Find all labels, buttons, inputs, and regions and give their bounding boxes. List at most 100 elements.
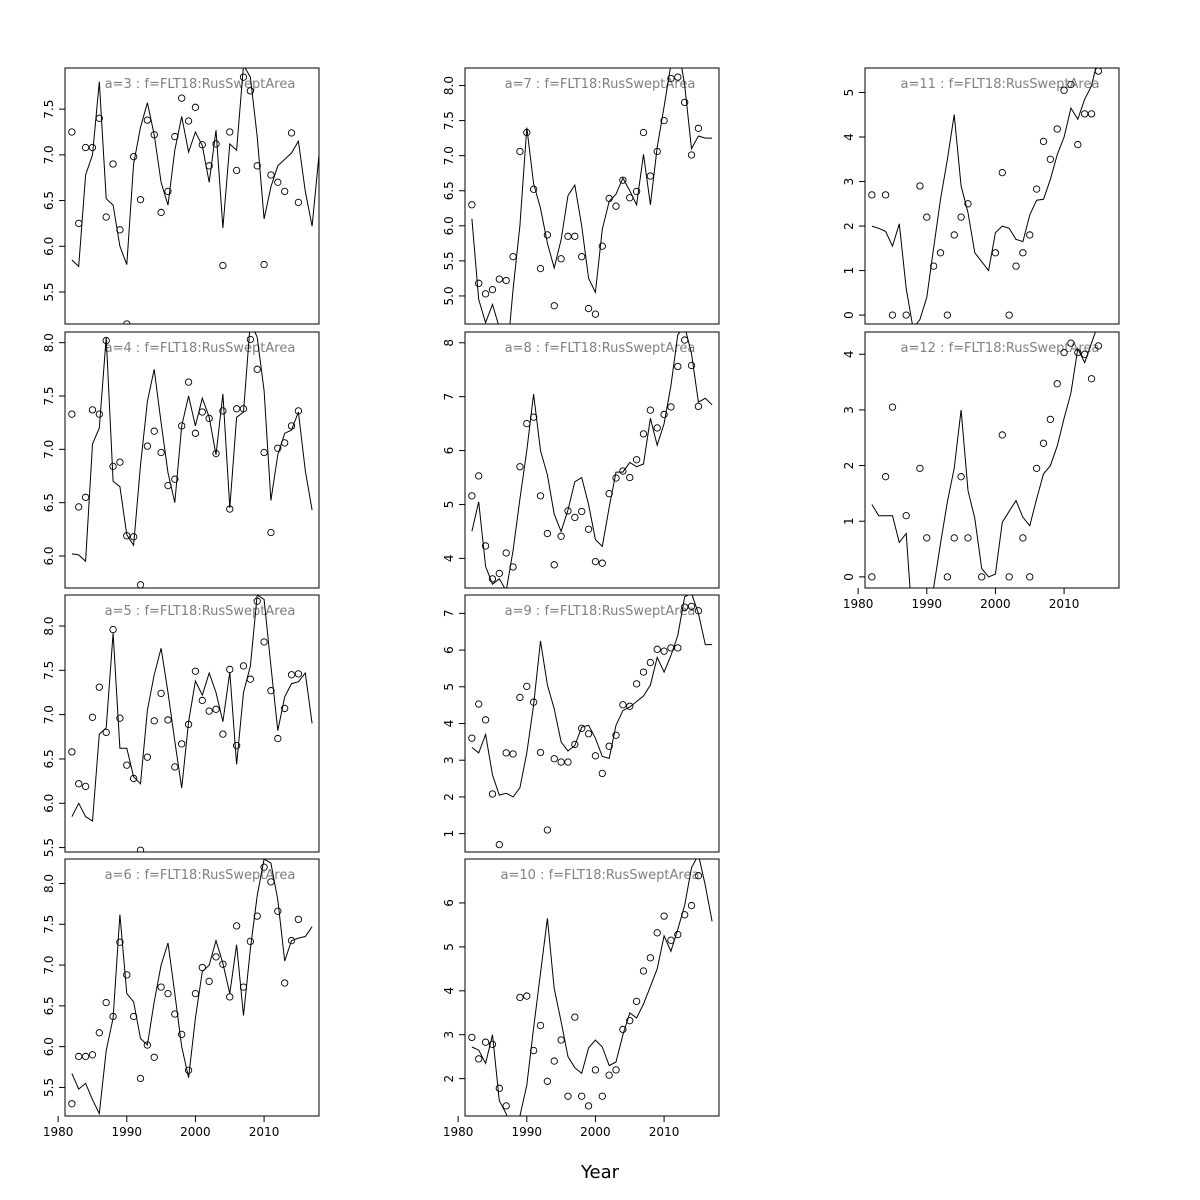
observation-point bbox=[495, 569, 503, 578]
observation-point bbox=[591, 310, 600, 318]
observation-point bbox=[502, 276, 510, 285]
fitted-line bbox=[71, 595, 313, 822]
observation-point bbox=[68, 128, 76, 136]
observation-point bbox=[571, 1013, 579, 1021]
observation-point bbox=[923, 213, 931, 221]
observation-point bbox=[612, 1066, 620, 1074]
y-tick-label: 6 bbox=[442, 899, 456, 907]
observation-point bbox=[239, 983, 248, 991]
observation-point bbox=[1026, 231, 1034, 239]
x-tick-label: 2000 bbox=[980, 597, 1011, 611]
observation-point bbox=[1046, 415, 1055, 424]
y-tick-label: 7.0 bbox=[42, 440, 56, 459]
observation-point bbox=[287, 936, 296, 945]
observation-point bbox=[1019, 249, 1027, 257]
observation-point bbox=[646, 658, 655, 667]
observation-point bbox=[964, 534, 972, 542]
panel-frame bbox=[464, 67, 720, 325]
observation-point bbox=[943, 311, 952, 319]
panel-frame bbox=[464, 594, 720, 853]
observation-point bbox=[674, 644, 682, 652]
observation-point bbox=[632, 187, 641, 196]
observation-point bbox=[129, 1012, 138, 1021]
observation-point bbox=[639, 967, 648, 975]
y-tick-label: 4 bbox=[442, 987, 456, 995]
observation-point bbox=[902, 311, 910, 319]
x-tick-label: 2010 bbox=[649, 1125, 680, 1139]
observation-point bbox=[523, 128, 531, 137]
observation-point bbox=[232, 742, 241, 750]
y-tick-label: 7.5 bbox=[42, 386, 56, 405]
x-tick-label: 1990 bbox=[912, 597, 943, 611]
observation-point bbox=[191, 103, 200, 111]
observation-point bbox=[660, 912, 668, 920]
x-tick-label: 1980 bbox=[843, 597, 874, 611]
observation-point bbox=[612, 474, 620, 482]
observation-point bbox=[557, 758, 565, 766]
observation-point bbox=[1039, 439, 1048, 447]
observation-point bbox=[109, 462, 117, 471]
observation-point bbox=[1074, 140, 1082, 149]
observation-point bbox=[543, 1077, 552, 1085]
y-tick-label: 1 bbox=[842, 267, 856, 275]
y-tick-label: 5.5 bbox=[42, 1078, 56, 1097]
y-tick-label: 5 bbox=[442, 943, 456, 951]
observation-point bbox=[950, 231, 958, 239]
observation-point bbox=[653, 147, 661, 156]
observation-point bbox=[1012, 262, 1020, 270]
observation-point bbox=[68, 748, 76, 756]
observation-point bbox=[123, 761, 131, 769]
observation-point bbox=[488, 1040, 497, 1049]
observation-point bbox=[143, 753, 152, 761]
y-tick-label: 5.0 bbox=[442, 286, 456, 305]
observation-point bbox=[584, 730, 593, 738]
observation-point bbox=[95, 1029, 103, 1037]
observation-point bbox=[136, 581, 145, 588]
observation-point bbox=[136, 196, 145, 204]
observation-point bbox=[205, 707, 213, 715]
observation-point bbox=[253, 365, 261, 373]
panel-frame bbox=[864, 331, 1120, 589]
observation-point bbox=[102, 336, 110, 345]
observation-point bbox=[529, 185, 538, 193]
observation-point bbox=[626, 473, 634, 482]
observation-point bbox=[619, 701, 627, 709]
observation-point bbox=[681, 98, 689, 107]
observation-point bbox=[246, 87, 255, 95]
panel-data bbox=[68, 332, 313, 588]
observation-point bbox=[116, 714, 124, 722]
observation-point bbox=[584, 304, 593, 313]
observation-point bbox=[294, 407, 303, 415]
observation-point bbox=[1067, 339, 1075, 347]
observation-point bbox=[1094, 68, 1103, 75]
observation-point bbox=[674, 73, 682, 81]
observation-point bbox=[109, 1012, 117, 1021]
observation-point bbox=[591, 1066, 600, 1074]
observation-point bbox=[88, 713, 97, 721]
observation-point bbox=[557, 532, 565, 540]
y-tick-label: 5.5 bbox=[42, 838, 56, 857]
observation-point bbox=[978, 573, 986, 581]
y-tick-label: 7.0 bbox=[42, 956, 56, 975]
observation-point bbox=[136, 1074, 145, 1083]
y-tick-label: 8.0 bbox=[42, 874, 56, 893]
observation-point bbox=[536, 748, 545, 757]
observation-point bbox=[81, 143, 90, 152]
panel-data bbox=[468, 332, 713, 588]
y-tick-label: 4 bbox=[842, 133, 856, 141]
panel-title: a=12 : f=FLT18:RusSweptArea bbox=[901, 341, 1100, 356]
observation-point bbox=[267, 687, 275, 695]
observation-point bbox=[667, 74, 675, 83]
observation-point bbox=[81, 1052, 90, 1061]
observation-point bbox=[1067, 80, 1075, 89]
panel-title: a=11 : f=FLT18:RusSweptArea bbox=[901, 77, 1100, 92]
y-tick-label: 8.0 bbox=[442, 76, 456, 95]
observation-point bbox=[164, 716, 172, 724]
observation-point bbox=[246, 937, 255, 946]
y-tick-label: 5.5 bbox=[442, 251, 456, 270]
observation-point bbox=[178, 422, 186, 430]
observation-point bbox=[888, 311, 897, 319]
observation-point bbox=[68, 410, 76, 418]
observation-point bbox=[1032, 185, 1041, 193]
observation-point bbox=[502, 749, 510, 757]
